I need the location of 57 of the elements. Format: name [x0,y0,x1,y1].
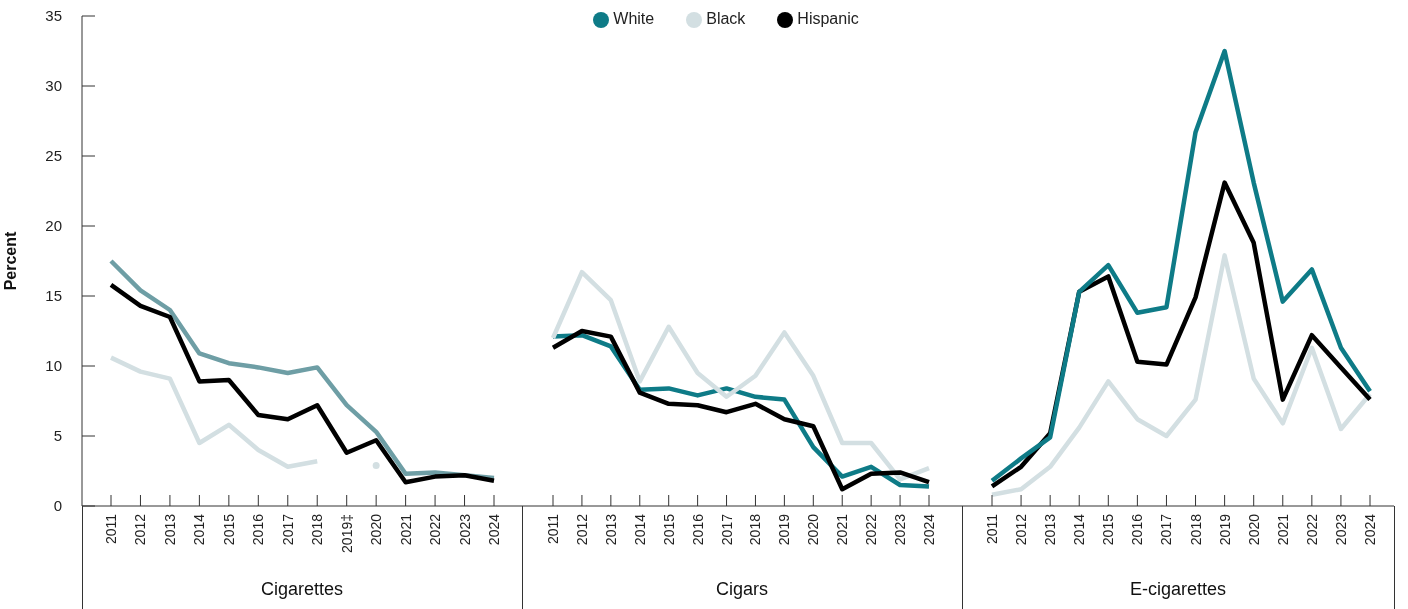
x-tick-label: 2014 [631,513,648,546]
legend-label: Black [706,10,746,27]
x-tick-label: 2011 [545,513,561,545]
x-axis-title: Cigars [715,579,769,599]
x-tick-label: 2019‡ [338,514,355,553]
x-tick-label: 2021 [1274,513,1291,546]
y-tick-label: 35 [45,7,62,24]
x-tick-label: 2011 [984,513,1000,545]
y-tick-label: 15 [45,287,62,304]
x-axis-title: Cigarettes [260,579,344,599]
x-tick-label: 2020 [805,513,822,546]
x-tick-label: 2018 [309,513,326,546]
x-tick-label: 2023 [456,513,473,546]
x-tick-label: 2018 [747,513,764,546]
x-tick-label: 2016 [250,513,267,546]
x-tick-label: 2023 [1332,513,1349,546]
y-tick-label: 30 [45,77,62,94]
x-tick-label: 2013 [1042,513,1059,546]
x-tick-label: 2015 [220,513,237,546]
x-tick-label: 2017 [718,513,735,546]
x-tick-label: 2017 [279,513,296,546]
x-tick-label: 2024 [486,513,502,546]
x-tick-label: 2015 [660,513,677,546]
x-tick-label: 2012 [573,513,590,546]
x-tick-label: 2024 [1362,513,1378,546]
x-tick-label: 2013 [602,513,619,546]
x-tick-label: 2012 [1013,513,1030,546]
x-tick-label: 2013 [161,513,178,546]
x-tick-label: 2021 [397,513,414,546]
x-tick-label: 2018 [1187,513,1204,546]
x-tick-label: 2020 [368,513,385,546]
y-tick-label: 20 [45,217,62,234]
x-tick-label: 2016 [1129,513,1146,546]
y-tick-label: 5 [53,427,62,444]
y-axis-title: Percent [1,230,19,291]
x-tick-label: 2020 [1245,513,1262,546]
x-tick-label: 2022 [1303,513,1320,546]
y-tick-label: 25 [45,147,62,164]
x-axis-title: E-cigarettes [1129,579,1227,599]
legend-label: White [613,10,655,27]
legend-label: Hispanic [797,10,859,27]
x-tick-label: 2017 [1158,513,1175,546]
x-tick-label: 2012 [132,513,149,546]
x-tick-label: 2014 [1071,513,1088,546]
x-tick-label: 2019 [1216,513,1233,546]
x-tick-label: 2011 [103,513,119,545]
x-tick-label: 2015 [1100,513,1117,546]
x-tick-label: 2023 [892,513,909,546]
x-tick-label: 2022 [863,513,880,546]
x-tick-label: 2021 [834,513,851,546]
x-tick-label: 2014 [191,513,208,546]
x-tick-label: 2016 [689,513,706,546]
x-tick-label: 2024 [921,513,937,546]
y-tick-label: 0 [53,497,62,514]
x-tick-label: 2019 [776,513,793,546]
x-tick-label: 2022 [427,513,444,546]
y-tick-label: 10 [45,357,62,374]
